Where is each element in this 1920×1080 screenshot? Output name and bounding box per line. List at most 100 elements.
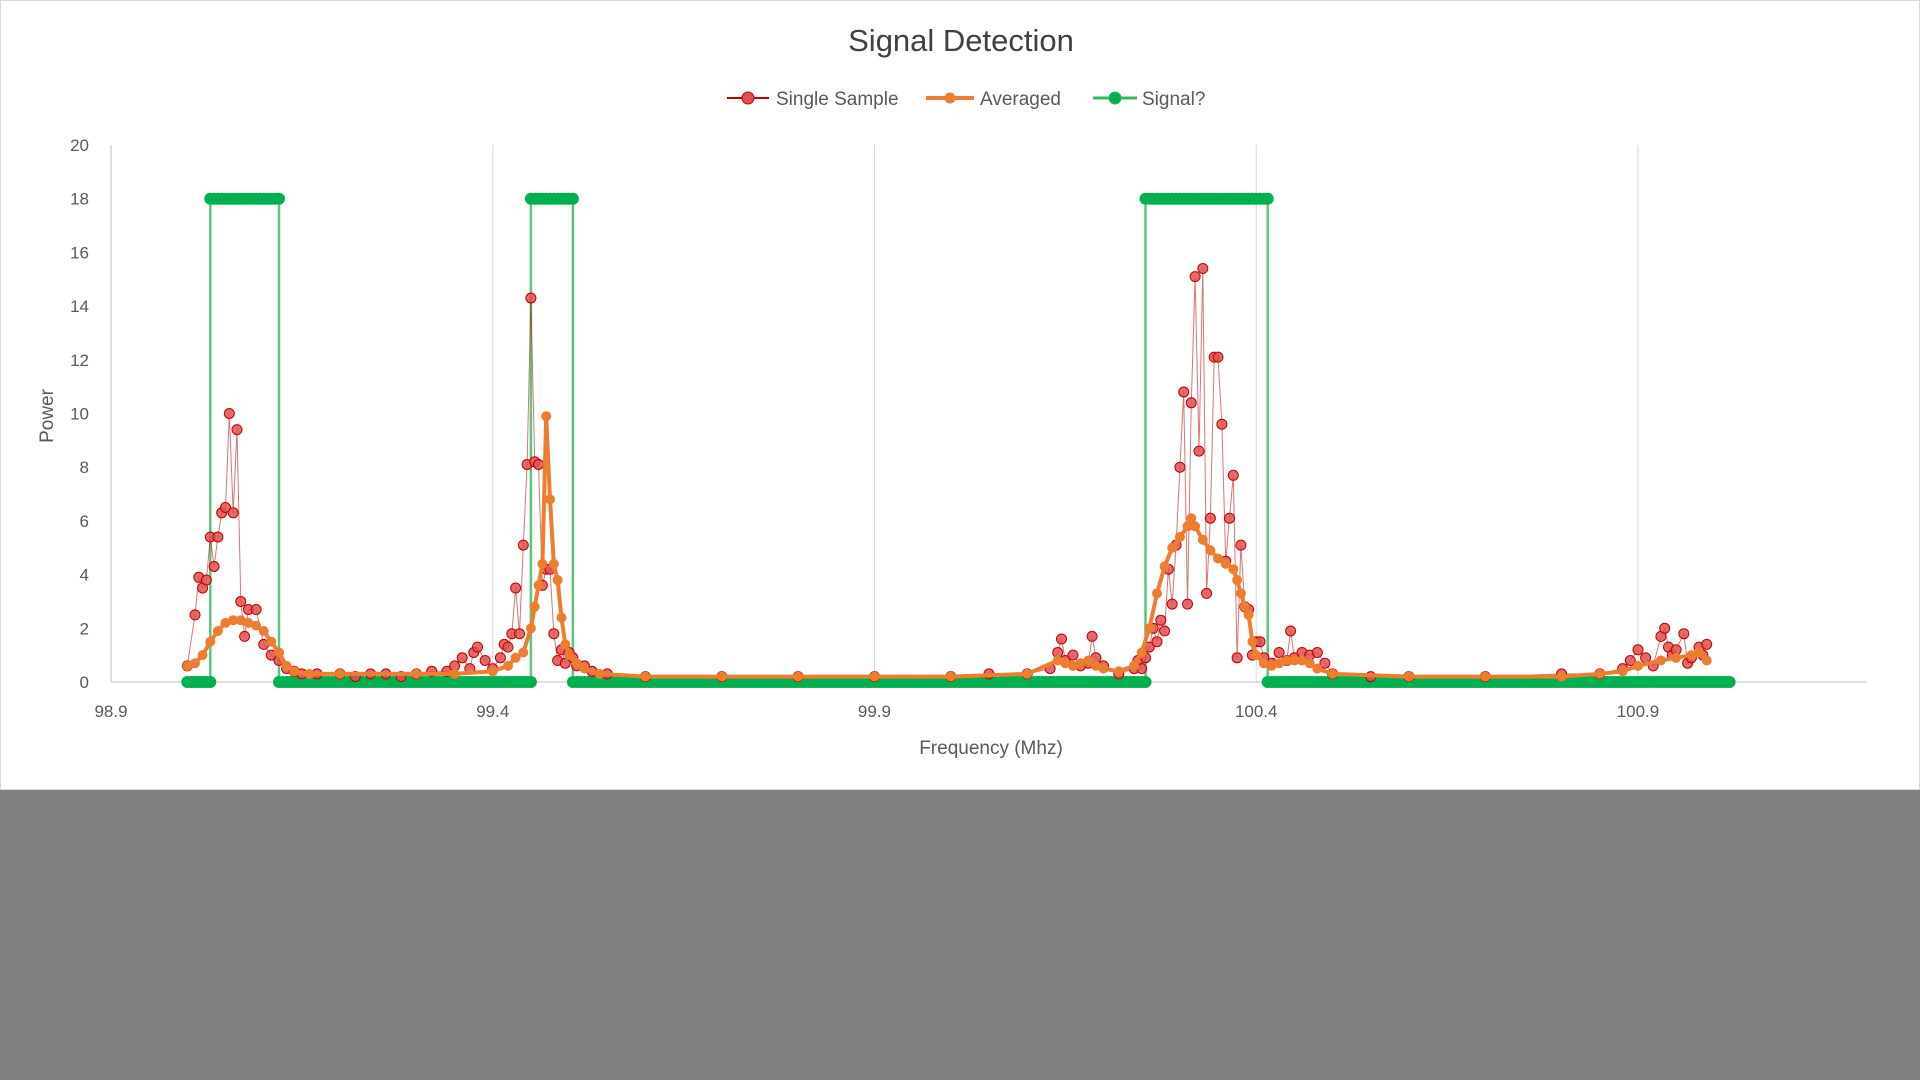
data-point-averaged	[560, 639, 571, 650]
data-point-single-sample	[1235, 539, 1247, 551]
x-tick-label: 99.4	[476, 702, 509, 721]
data-point-averaged	[487, 666, 498, 677]
data-point-single-sample	[1659, 622, 1671, 634]
data-point-single-sample	[1204, 512, 1216, 524]
data-point-averaged	[1213, 553, 1223, 564]
data-point-single-sample	[208, 561, 220, 572]
data-point-averaged	[1136, 647, 1147, 658]
legend-label-signal: Signal?	[1142, 89, 1205, 110]
data-point-averaged	[449, 668, 460, 679]
data-point-averaged	[212, 626, 223, 636]
data-point-averaged	[1129, 660, 1140, 671]
y-axis-ticks: 0 2 4 6 8 10 12 14 16 18 20	[70, 136, 89, 692]
data-point-single-sample	[1174, 461, 1186, 473]
data-point-averaged	[1220, 558, 1231, 569]
chart-title: Signal Detection	[848, 23, 1074, 58]
axes	[110, 145, 1867, 683]
data-point-single-sample	[502, 641, 514, 653]
data-point-single-sample	[514, 628, 525, 640]
y-tick-label: 2	[80, 619, 89, 638]
data-point-single-sample	[1166, 598, 1178, 610]
data-point-signal	[273, 192, 285, 205]
data-point-averaged	[1083, 655, 1094, 666]
y-tick-label: 20	[70, 136, 89, 155]
data-point-averaged	[564, 650, 575, 661]
data-point-averaged	[552, 575, 563, 585]
data-point-averaged	[1671, 652, 1682, 663]
legend-item-signal: Signal?	[1093, 89, 1205, 110]
data-point-single-sample	[1632, 644, 1644, 656]
data-point-averaged	[1247, 636, 1258, 647]
x-tick-label: 99.9	[858, 702, 891, 721]
data-point-averaged	[945, 671, 956, 682]
data-point-averaged	[594, 668, 605, 679]
data-point-averaged	[1190, 521, 1201, 532]
data-point-averaged	[1159, 561, 1170, 572]
data-point-averaged	[1556, 671, 1567, 682]
data-point-signal	[1261, 192, 1274, 205]
data-point-averaged	[793, 671, 804, 682]
series-line-averaged	[186, 414, 1709, 679]
data-point-single-sample	[200, 574, 212, 586]
data-point-single-sample	[1159, 625, 1171, 637]
data-point-averaged	[1694, 647, 1704, 658]
series-line-single-sample	[186, 268, 1708, 678]
data-point-averaged	[1022, 668, 1033, 679]
data-point-averaged	[1098, 663, 1109, 674]
data-point-averaged	[537, 558, 548, 569]
y-tick-label: 18	[70, 190, 89, 209]
data-point-averaged	[1312, 663, 1323, 674]
legend-item-averaged: Averaged	[926, 89, 1061, 110]
y-tick-label: 6	[80, 512, 89, 531]
y-tick-label: 4	[80, 566, 89, 585]
data-point-single-sample	[1285, 625, 1297, 637]
data-point-single-sample	[1151, 636, 1163, 648]
data-point-averaged	[335, 668, 345, 679]
data-point-averaged	[411, 668, 422, 679]
x-tick-label: 100.4	[1235, 702, 1278, 721]
data-point-single-sample	[1189, 271, 1201, 283]
data-point-single-sample	[510, 582, 522, 594]
data-point-single-sample	[227, 507, 239, 519]
y-tick-label: 0	[80, 673, 89, 692]
data-point-averaged	[274, 647, 284, 658]
data-point-signal	[566, 192, 579, 205]
data-point-averaged	[1197, 534, 1208, 545]
y-axis-title: Power	[37, 388, 58, 443]
data-point-averaged	[1480, 671, 1491, 682]
data-point-averaged	[258, 626, 269, 636]
series-line-signal	[187, 197, 1730, 684]
data-point-single-sample	[1224, 512, 1235, 524]
data-point-averaged	[251, 620, 262, 631]
data-point-averaged	[556, 612, 567, 623]
y-tick-label: 8	[80, 458, 89, 477]
data-point-single-sample	[1086, 630, 1098, 642]
data-point-averaged	[529, 601, 540, 612]
data-point-single-sample	[1311, 647, 1323, 658]
data-point-signal	[204, 676, 217, 688]
data-point-signal	[1139, 676, 1152, 688]
data-point-averaged	[281, 660, 292, 671]
data-point-averaged	[571, 658, 582, 669]
data-point-averaged	[525, 623, 536, 634]
data-point-averaged	[503, 660, 513, 671]
data-point-single-sample	[1193, 445, 1205, 457]
series-single-sample	[181, 263, 1713, 683]
data-point-averaged	[1594, 668, 1605, 679]
data-point-single-sample	[250, 604, 262, 615]
data-point-single-sample	[456, 652, 468, 664]
data-point-single-sample	[548, 628, 560, 640]
data-point-single-sample	[1231, 652, 1243, 664]
data-point-averaged	[1174, 532, 1185, 542]
data-point-averaged	[205, 636, 216, 647]
data-point-single-sample	[1155, 614, 1167, 626]
data-point-averaged	[1239, 601, 1250, 612]
data-point-averaged	[1186, 513, 1197, 524]
data-point-single-sample	[1182, 598, 1193, 610]
data-point-averaged	[1167, 542, 1178, 553]
data-point-single-sample	[223, 408, 235, 419]
x-axis-title: Frequency (Mhz)	[919, 738, 1063, 759]
legend-swatch-single-sample-marker	[741, 91, 755, 105]
data-point-single-sample	[479, 655, 491, 666]
series-signal	[181, 192, 1736, 688]
